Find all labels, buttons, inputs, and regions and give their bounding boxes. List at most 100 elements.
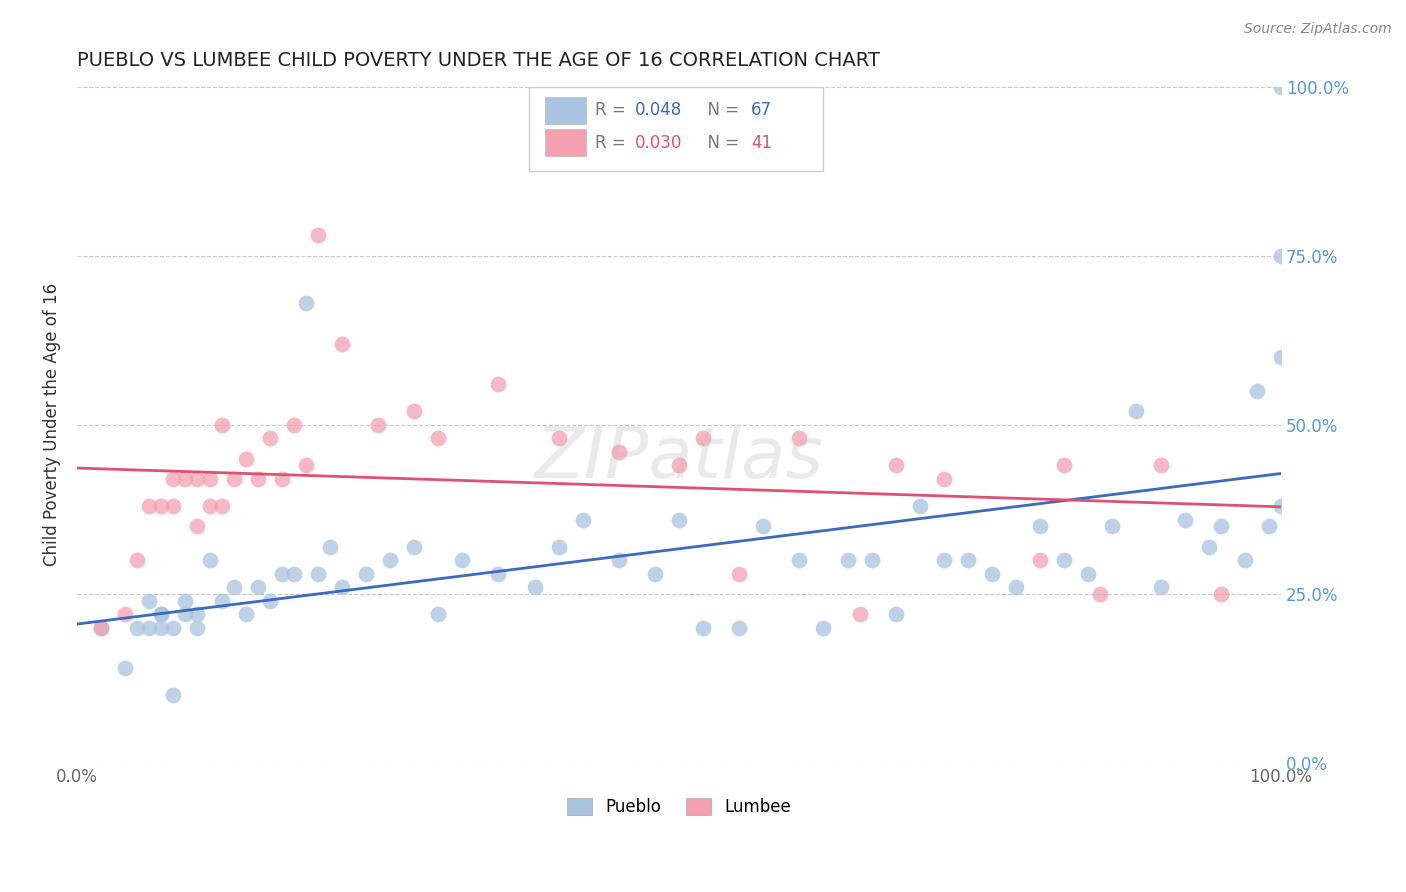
Point <box>378 553 401 567</box>
Point <box>114 607 136 622</box>
Point <box>211 593 233 607</box>
Point <box>404 404 426 418</box>
Point <box>848 607 870 622</box>
Point <box>150 499 173 513</box>
Point <box>1270 499 1292 513</box>
FancyBboxPatch shape <box>529 87 824 171</box>
Text: R =: R = <box>595 101 631 120</box>
Point <box>186 472 208 486</box>
Point <box>283 566 305 581</box>
Point <box>198 553 221 567</box>
Point <box>138 621 160 635</box>
Point <box>668 512 690 526</box>
Point <box>523 580 546 594</box>
Point <box>162 689 184 703</box>
Point <box>307 566 329 581</box>
Point <box>488 377 510 392</box>
Point <box>246 472 269 486</box>
Point <box>884 607 907 622</box>
Point <box>283 417 305 432</box>
Point <box>752 519 775 533</box>
Point <box>1077 566 1099 581</box>
Point <box>1090 587 1112 601</box>
Point <box>162 472 184 486</box>
Point <box>138 593 160 607</box>
Point <box>211 417 233 432</box>
Point <box>932 472 955 486</box>
Legend: Pueblo, Lumbee: Pueblo, Lumbee <box>560 791 797 822</box>
Point <box>330 336 353 351</box>
Point <box>127 553 149 567</box>
Point <box>1209 519 1232 533</box>
Point <box>981 566 1004 581</box>
Point <box>884 458 907 473</box>
Point <box>1258 519 1281 533</box>
Point <box>1053 553 1076 567</box>
Point <box>813 621 835 635</box>
Point <box>1101 519 1123 533</box>
Point <box>837 553 859 567</box>
Point <box>1209 587 1232 601</box>
Point <box>259 593 281 607</box>
Point <box>728 566 751 581</box>
Point <box>307 228 329 243</box>
Text: PUEBLO VS LUMBEE CHILD POVERTY UNDER THE AGE OF 16 CORRELATION CHART: PUEBLO VS LUMBEE CHILD POVERTY UNDER THE… <box>77 51 880 70</box>
Point <box>427 431 450 445</box>
Point <box>222 580 245 594</box>
Point <box>367 417 389 432</box>
Point <box>246 580 269 594</box>
Point <box>451 553 474 567</box>
Point <box>235 607 257 622</box>
Text: N =: N = <box>697 134 744 152</box>
Point <box>1233 553 1256 567</box>
Point <box>956 553 979 567</box>
Point <box>1174 512 1197 526</box>
Point <box>198 499 221 513</box>
Text: 67: 67 <box>751 101 772 120</box>
Point <box>789 553 811 567</box>
Point <box>571 512 593 526</box>
Point <box>404 540 426 554</box>
Point <box>1149 458 1171 473</box>
Point <box>330 580 353 594</box>
Point <box>668 458 690 473</box>
Point <box>644 566 666 581</box>
Point <box>90 621 112 635</box>
Point <box>211 499 233 513</box>
Point <box>1246 384 1268 398</box>
Point <box>1053 458 1076 473</box>
Point <box>114 661 136 675</box>
Y-axis label: Child Poverty Under the Age of 16: Child Poverty Under the Age of 16 <box>44 284 60 566</box>
Point <box>354 566 377 581</box>
Point <box>1149 580 1171 594</box>
Point <box>1198 540 1220 554</box>
Text: 0.030: 0.030 <box>634 134 682 152</box>
Point <box>186 519 208 533</box>
Point <box>150 621 173 635</box>
Text: 41: 41 <box>751 134 772 152</box>
Point <box>295 458 318 473</box>
Point <box>607 445 630 459</box>
Point <box>789 431 811 445</box>
Text: N =: N = <box>697 101 744 120</box>
Point <box>1270 79 1292 94</box>
Point <box>174 593 197 607</box>
Point <box>728 621 751 635</box>
Point <box>427 607 450 622</box>
Point <box>174 607 197 622</box>
Point <box>1270 350 1292 364</box>
Point <box>1270 249 1292 263</box>
FancyBboxPatch shape <box>546 129 586 156</box>
Point <box>162 499 184 513</box>
Point <box>150 607 173 622</box>
Point <box>138 499 160 513</box>
Point <box>259 431 281 445</box>
Point <box>860 553 883 567</box>
Point <box>488 566 510 581</box>
Point <box>319 540 342 554</box>
Point <box>90 621 112 635</box>
Point <box>162 621 184 635</box>
Point <box>150 607 173 622</box>
Point <box>1005 580 1028 594</box>
Point <box>174 472 197 486</box>
